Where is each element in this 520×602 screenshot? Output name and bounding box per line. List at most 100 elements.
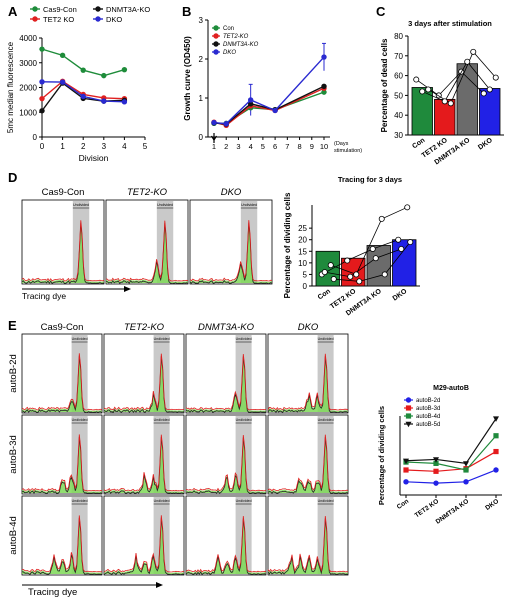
histogram-line-black [21,355,103,413]
flow-d-column-title: TET2-KO [127,187,168,198]
gate-label: Undivided [236,418,252,422]
flow-d-histogram: Undivided [21,199,105,285]
gate-label: Undivided [318,418,334,422]
chart-e-point [463,467,469,473]
chart-d-point [378,215,385,222]
chart-a-x-tick-label: 3 [102,142,107,151]
chart-d-point [395,236,402,243]
chart-a-point [101,98,107,104]
histogram-line-black [185,518,267,576]
chart-e-x-tick-label: TET2 KO [414,498,441,519]
gate-label: Undivided [236,499,252,503]
histogram-line-red [21,353,103,411]
panel-letter-c: C [376,4,386,19]
flow-e-histogram: Undivided [267,495,349,576]
chart-d-point [327,262,334,269]
flow-d-axis-arrowhead [124,286,131,292]
chart-a: 0 1000 2000 3000 4000 0 1 2 3 4 5 Division 5mc media… [6,5,150,163]
chart-a-y-tick-label: 3000 [19,59,37,68]
chart-d-x-tick-label: DKO [392,288,409,303]
gate-label: Undivided [154,499,170,503]
chart-a-x-tick-label: 5 [143,142,148,151]
chart-b-x-tick-label: 5 [261,142,265,151]
histogram-line-black [185,356,267,413]
chart-b-y-tick-label: 1 [199,94,204,103]
flow-d-column-title: DKO [221,187,242,198]
chart-c-x-tick-label: Con [411,137,426,151]
chart-e-point [433,480,439,486]
histogram-line-black [21,436,103,494]
chart-a-point [80,67,86,73]
chart-e-legend-marker [405,397,412,403]
chart-e-legend-label: autoB-3d [416,406,440,412]
histogram-line-red [105,220,189,282]
flow-frame [21,333,103,414]
flow-e-histogram: Undivided [267,333,349,414]
flow-e-histogram: Undivided [185,495,267,576]
histogram-line-red [267,434,349,492]
flow-e-histogram: Undivided [103,333,185,414]
chart-b-series-line [213,85,325,125]
chart-a-point [121,66,128,73]
histogram-line-black [267,356,349,413]
chart-d-point [356,278,363,285]
flow-e-row-label: autoB-2d [8,354,19,393]
chart-a-point [39,95,45,102]
chart-b-y-label: Growth curve (OD450) [183,36,192,121]
chart-e-series-line [405,469,497,484]
chart-e-point [433,460,439,466]
histogram-line-black [21,517,103,576]
flow-d: Cas9-Con Undivided TET2-KO Undivided DKO Undi… [21,187,273,301]
chart-d-y-label: Percentage of dividing cells [283,192,292,298]
histogram-line-red [103,353,185,411]
chart-c-y-label: Percentage of dead cells [380,38,389,132]
chart-e-series-line [405,435,497,471]
chart-c-x-tick-label: DKO [477,137,494,152]
chart-c-y-tick-label: 40 [394,111,403,120]
chart-e-y-label: Percentage of dividing cells [377,406,386,505]
gate-label: Undivided [318,499,334,503]
histogram-line-black [185,437,267,494]
chart-d-y-tick-label: 25 [298,224,307,233]
flow-e-column-title: DNMT3A-KO [198,322,255,333]
chart-e-x-tick-label: Con [396,498,410,511]
chart-e-legend-marker [405,421,412,428]
flow-e-column-title: Cas9-Con [41,322,84,333]
flow-frame [185,333,267,414]
histogram-line-red [103,515,185,573]
chart-b-point [321,89,327,95]
chart-d-bar [366,245,391,287]
histogram-line-red [21,515,103,573]
chart-b-legend-marker [213,49,219,55]
chart-d-y-tick-label: 10 [298,259,307,268]
chart-c-point [486,86,493,93]
flow-e-histogram: Undivided [185,333,267,414]
chart-b-series-line [213,56,325,125]
chart-b-y-tick-label: 2 [199,55,204,64]
chart-d-point [353,271,360,278]
panel-letter-b: B [182,4,191,19]
chart-b-legend-label: Con [223,26,234,32]
histogram-line-red [21,434,103,492]
chart-a-point [59,52,66,59]
chart-d-x-tick-label: Con [317,288,332,302]
histogram-line-red [185,434,267,492]
histogram-line-red [21,220,105,282]
chart-e-legend-label: autoB-4d [416,414,440,420]
panel-letter-a: A [8,4,18,19]
flow-frame [21,199,105,285]
gate-label: Undivided [157,203,173,207]
chart-d-point [321,269,328,276]
chart-c-point [425,86,432,93]
chart-a-x-tick-label: 1 [60,142,65,151]
chart-b-arrow-head [210,135,218,142]
flow-frame [189,199,273,285]
chart-a-legend-label: Cas9-Con [43,5,77,14]
histogram-line-red [189,220,273,282]
chart-d-point [381,271,388,278]
chart-b-legend-label: TET2-KO [223,34,249,40]
